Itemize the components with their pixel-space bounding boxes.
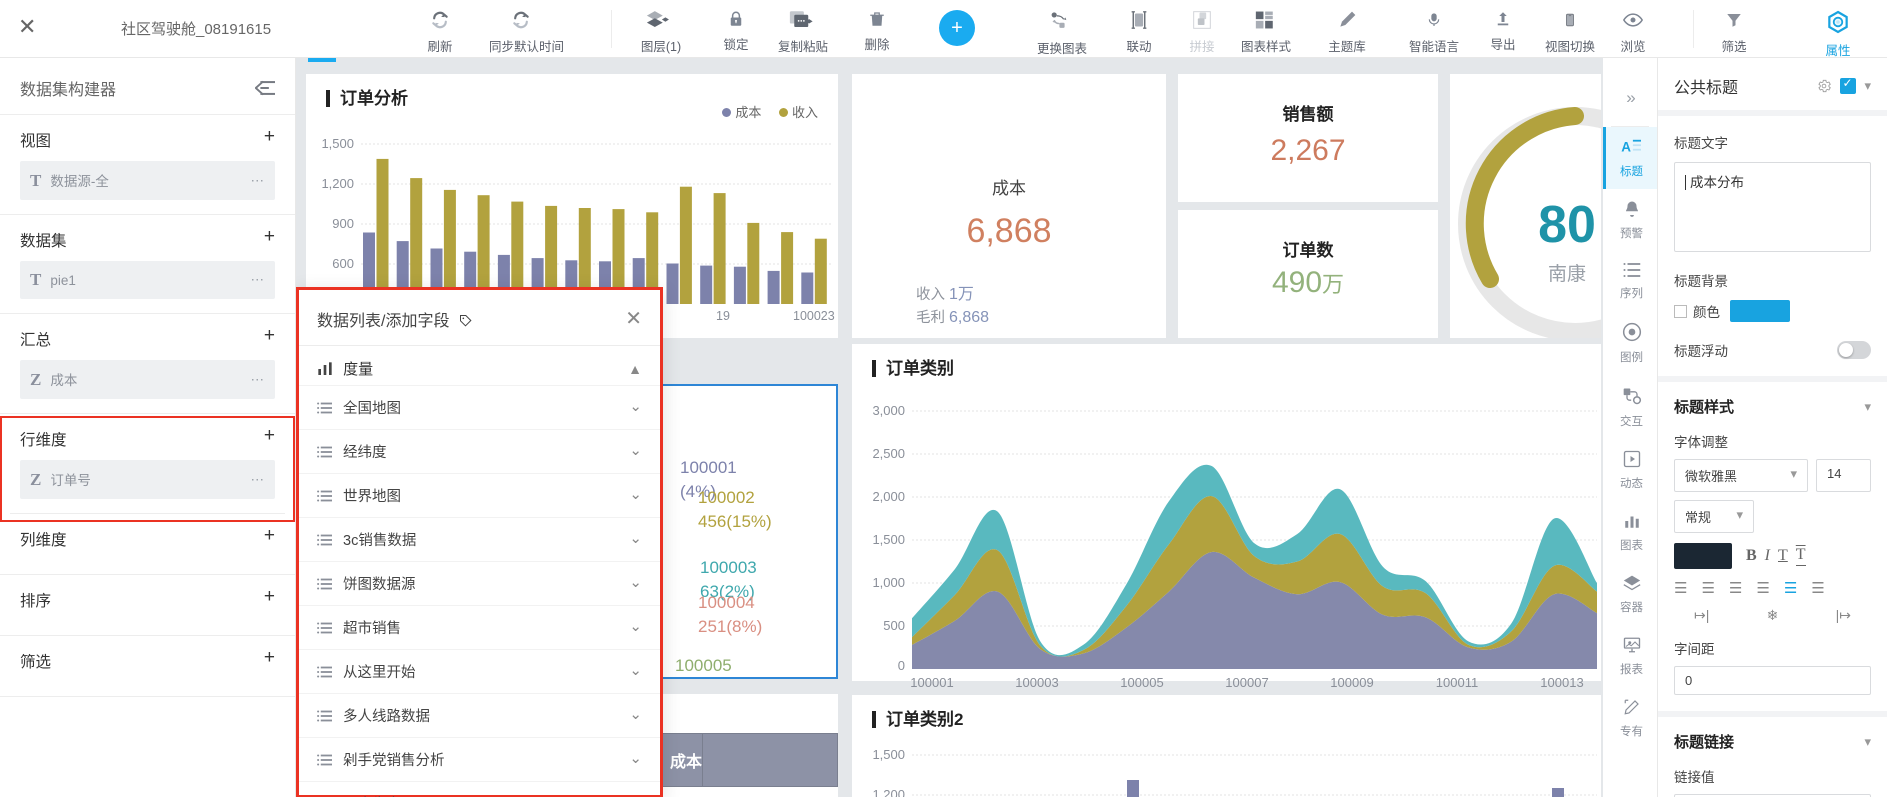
svg-text:100007: 100007: [1225, 675, 1268, 690]
svg-text:500: 500: [883, 618, 905, 633]
svg-text:3,000: 3,000: [872, 403, 905, 418]
svg-text:900: 900: [332, 216, 354, 231]
svg-text:2,000: 2,000: [872, 489, 905, 504]
svg-text:1,500: 1,500: [872, 532, 905, 547]
svg-text:19: 19: [716, 309, 730, 323]
svg-text:100013: 100013: [1540, 675, 1583, 690]
svg-text:2,500: 2,500: [872, 446, 905, 461]
svg-text:1,200: 1,200: [872, 787, 905, 797]
svg-text:1,500: 1,500: [872, 747, 905, 762]
svg-text:100001: 100001: [910, 675, 953, 690]
svg-text:100011: 100011: [1436, 675, 1478, 690]
svg-text:1,200: 1,200: [321, 176, 354, 191]
svg-text:600: 600: [332, 256, 354, 271]
svg-text:0: 0: [898, 658, 905, 673]
svg-text:A: A: [1621, 140, 1631, 155]
svg-text:100005: 100005: [1120, 675, 1163, 690]
svg-text:100009: 100009: [1330, 675, 1373, 690]
svg-text:80: 80: [1538, 196, 1596, 254]
svg-text:1,500: 1,500: [321, 136, 354, 151]
svg-text:南康: 南康: [1548, 263, 1586, 285]
svg-text:1,000: 1,000: [872, 575, 905, 590]
svg-text:100003: 100003: [1015, 675, 1058, 690]
svg-text:100023: 100023: [793, 309, 835, 323]
